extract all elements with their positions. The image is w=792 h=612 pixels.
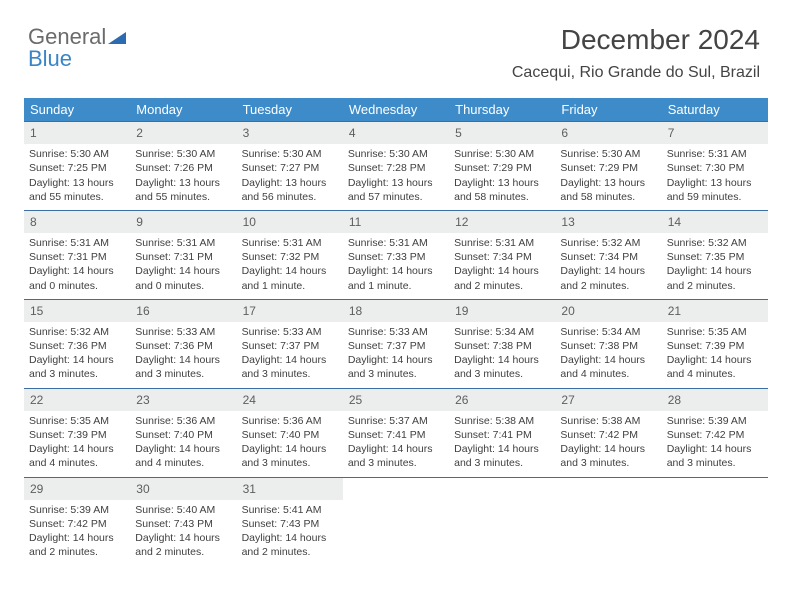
day-body-cell: Sunrise: 5:30 AMSunset: 7:29 PMDaylight:… bbox=[449, 144, 555, 210]
week-daynum-row: 293031 bbox=[24, 477, 768, 500]
day-body-cell: Sunrise: 5:30 AMSunset: 7:28 PMDaylight:… bbox=[343, 144, 449, 210]
week-daynum-row: 15161718192021 bbox=[24, 299, 768, 322]
week-body-row: Sunrise: 5:39 AMSunset: 7:42 PMDaylight:… bbox=[24, 500, 768, 566]
day-body-cell: Sunrise: 5:39 AMSunset: 7:42 PMDaylight:… bbox=[662, 411, 768, 477]
day-header: Saturday bbox=[662, 98, 768, 122]
week-body-row: Sunrise: 5:35 AMSunset: 7:39 PMDaylight:… bbox=[24, 411, 768, 477]
day-number-cell: 3 bbox=[237, 122, 343, 145]
day-number-cell: 12 bbox=[449, 210, 555, 233]
day-body-cell: Sunrise: 5:34 AMSunset: 7:38 PMDaylight:… bbox=[555, 322, 661, 388]
day-number-cell: 19 bbox=[449, 299, 555, 322]
day-body-cell: Sunrise: 5:33 AMSunset: 7:36 PMDaylight:… bbox=[130, 322, 236, 388]
day-number-cell: 18 bbox=[343, 299, 449, 322]
day-body-cell: Sunrise: 5:30 AMSunset: 7:26 PMDaylight:… bbox=[130, 144, 236, 210]
day-number-cell: 13 bbox=[555, 210, 661, 233]
day-number-cell: 8 bbox=[24, 210, 130, 233]
day-body-cell: Sunrise: 5:40 AMSunset: 7:43 PMDaylight:… bbox=[130, 500, 236, 566]
day-number-cell: 27 bbox=[555, 388, 661, 411]
day-number-cell bbox=[449, 477, 555, 500]
day-number-cell bbox=[662, 477, 768, 500]
day-number-cell: 14 bbox=[662, 210, 768, 233]
day-number-cell: 24 bbox=[237, 388, 343, 411]
week-body-row: Sunrise: 5:31 AMSunset: 7:31 PMDaylight:… bbox=[24, 233, 768, 299]
day-body-cell: Sunrise: 5:31 AMSunset: 7:34 PMDaylight:… bbox=[449, 233, 555, 299]
day-body-cell: Sunrise: 5:33 AMSunset: 7:37 PMDaylight:… bbox=[237, 322, 343, 388]
day-body-cell: Sunrise: 5:31 AMSunset: 7:32 PMDaylight:… bbox=[237, 233, 343, 299]
day-number-cell: 30 bbox=[130, 477, 236, 500]
day-body-cell: Sunrise: 5:31 AMSunset: 7:31 PMDaylight:… bbox=[24, 233, 130, 299]
day-body-cell: Sunrise: 5:35 AMSunset: 7:39 PMDaylight:… bbox=[662, 322, 768, 388]
day-number-cell: 7 bbox=[662, 122, 768, 145]
day-body-cell: Sunrise: 5:32 AMSunset: 7:34 PMDaylight:… bbox=[555, 233, 661, 299]
logo: General Blue bbox=[28, 26, 126, 70]
day-number-cell: 20 bbox=[555, 299, 661, 322]
week-daynum-row: 22232425262728 bbox=[24, 388, 768, 411]
day-number-cell: 6 bbox=[555, 122, 661, 145]
day-number-cell: 22 bbox=[24, 388, 130, 411]
day-header: Monday bbox=[130, 98, 236, 122]
day-number-cell: 28 bbox=[662, 388, 768, 411]
day-number-cell: 15 bbox=[24, 299, 130, 322]
day-body-cell: Sunrise: 5:39 AMSunset: 7:42 PMDaylight:… bbox=[24, 500, 130, 566]
day-number-cell: 4 bbox=[343, 122, 449, 145]
day-header: Thursday bbox=[449, 98, 555, 122]
day-number-cell: 29 bbox=[24, 477, 130, 500]
day-number-cell: 25 bbox=[343, 388, 449, 411]
day-header-row: SundayMondayTuesdayWednesdayThursdayFrid… bbox=[24, 98, 768, 122]
day-body-cell: Sunrise: 5:36 AMSunset: 7:40 PMDaylight:… bbox=[237, 411, 343, 477]
day-body-cell: Sunrise: 5:34 AMSunset: 7:38 PMDaylight:… bbox=[449, 322, 555, 388]
day-number-cell bbox=[343, 477, 449, 500]
logo-icon bbox=[108, 30, 126, 46]
day-body-cell bbox=[555, 500, 661, 566]
day-number-cell: 2 bbox=[130, 122, 236, 145]
day-header: Friday bbox=[555, 98, 661, 122]
week-body-row: Sunrise: 5:32 AMSunset: 7:36 PMDaylight:… bbox=[24, 322, 768, 388]
day-body-cell: Sunrise: 5:35 AMSunset: 7:39 PMDaylight:… bbox=[24, 411, 130, 477]
day-number-cell bbox=[555, 477, 661, 500]
day-number-cell: 1 bbox=[24, 122, 130, 145]
day-number-cell: 10 bbox=[237, 210, 343, 233]
day-body-cell: Sunrise: 5:30 AMSunset: 7:25 PMDaylight:… bbox=[24, 144, 130, 210]
week-body-row: Sunrise: 5:30 AMSunset: 7:25 PMDaylight:… bbox=[24, 144, 768, 210]
day-body-cell: Sunrise: 5:32 AMSunset: 7:35 PMDaylight:… bbox=[662, 233, 768, 299]
day-header: Tuesday bbox=[237, 98, 343, 122]
day-number-cell: 23 bbox=[130, 388, 236, 411]
day-header: Sunday bbox=[24, 98, 130, 122]
day-number-cell: 17 bbox=[237, 299, 343, 322]
day-number-cell: 5 bbox=[449, 122, 555, 145]
location-subtitle: Cacequi, Rio Grande do Sul, Brazil bbox=[512, 64, 760, 82]
day-number-cell: 11 bbox=[343, 210, 449, 233]
day-number-cell: 21 bbox=[662, 299, 768, 322]
day-body-cell: Sunrise: 5:38 AMSunset: 7:42 PMDaylight:… bbox=[555, 411, 661, 477]
day-body-cell: Sunrise: 5:41 AMSunset: 7:43 PMDaylight:… bbox=[237, 500, 343, 566]
day-body-cell: Sunrise: 5:37 AMSunset: 7:41 PMDaylight:… bbox=[343, 411, 449, 477]
day-body-cell bbox=[662, 500, 768, 566]
day-body-cell: Sunrise: 5:31 AMSunset: 7:33 PMDaylight:… bbox=[343, 233, 449, 299]
day-body-cell: Sunrise: 5:32 AMSunset: 7:36 PMDaylight:… bbox=[24, 322, 130, 388]
day-body-cell: Sunrise: 5:33 AMSunset: 7:37 PMDaylight:… bbox=[343, 322, 449, 388]
day-header: Wednesday bbox=[343, 98, 449, 122]
week-daynum-row: 1234567 bbox=[24, 122, 768, 145]
day-body-cell: Sunrise: 5:38 AMSunset: 7:41 PMDaylight:… bbox=[449, 411, 555, 477]
day-body-cell: Sunrise: 5:30 AMSunset: 7:29 PMDaylight:… bbox=[555, 144, 661, 210]
day-body-cell bbox=[449, 500, 555, 566]
day-body-cell: Sunrise: 5:31 AMSunset: 7:31 PMDaylight:… bbox=[130, 233, 236, 299]
day-body-cell: Sunrise: 5:36 AMSunset: 7:40 PMDaylight:… bbox=[130, 411, 236, 477]
day-body-cell bbox=[343, 500, 449, 566]
day-body-cell: Sunrise: 5:30 AMSunset: 7:27 PMDaylight:… bbox=[237, 144, 343, 210]
page-title: December 2024 bbox=[561, 24, 760, 56]
week-daynum-row: 891011121314 bbox=[24, 210, 768, 233]
calendar-table: SundayMondayTuesdayWednesdayThursdayFrid… bbox=[24, 98, 768, 565]
day-number-cell: 16 bbox=[130, 299, 236, 322]
day-number-cell: 31 bbox=[237, 477, 343, 500]
day-number-cell: 9 bbox=[130, 210, 236, 233]
day-number-cell: 26 bbox=[449, 388, 555, 411]
logo-text2: Blue bbox=[28, 46, 72, 71]
day-body-cell: Sunrise: 5:31 AMSunset: 7:30 PMDaylight:… bbox=[662, 144, 768, 210]
